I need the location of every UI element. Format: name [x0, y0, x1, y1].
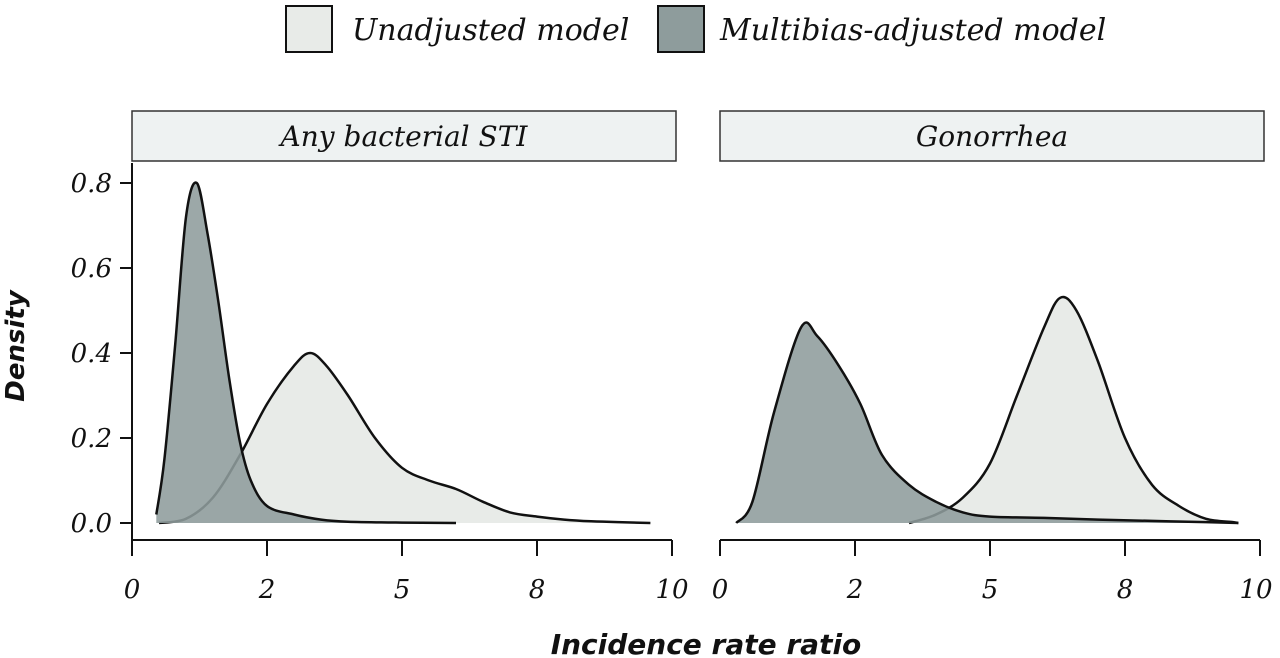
panel-strip-right: Gonorrhea — [719, 110, 1265, 162]
legend-label-adjusted: Multibias-adjusted model — [719, 13, 1106, 48]
density-area-adjusted — [736, 322, 1239, 523]
density-layer-right — [735, 295, 1239, 525]
x-tick-label: 10 — [1239, 575, 1272, 605]
y-axis-title: Density — [1, 289, 31, 402]
density-line-unadjusted — [908, 295, 1239, 525]
x-tick-label: 8 — [529, 575, 546, 605]
panel-strip-right-box — [719, 110, 1265, 162]
x-tick-label: 0 — [712, 575, 729, 605]
density-line-adjusted — [735, 321, 1239, 525]
panel-strip-left-box — [131, 110, 677, 162]
y-tick-label: 0.6 — [71, 254, 112, 284]
y-tick-label: 0.4 — [71, 339, 112, 369]
density-area-adjusted — [156, 182, 457, 523]
legend-swatch-unadjusted — [285, 5, 333, 53]
panel-strip-left: Any bacterial STI — [131, 110, 677, 162]
legend: Unadjusted model Multibias-adjusted mode… — [285, 5, 1106, 53]
y-axis: 0.0 0.2 0.4 0.6 0.8 Density — [1, 163, 133, 540]
y-tick-label: 0.8 — [71, 169, 112, 199]
density-area-unadjusted — [159, 353, 651, 523]
density-line-adjusted — [155, 181, 457, 525]
x-tick-label: 8 — [1117, 575, 1134, 605]
density-area-unadjusted — [909, 296, 1239, 523]
x-tick-label: 2 — [846, 575, 864, 605]
legend-swatch-adjusted — [657, 5, 705, 53]
x-axis-left: 0 2 5 8 10 — [124, 539, 689, 605]
panel-title-left: Any bacterial STI — [278, 120, 529, 153]
x-tick-label: 2 — [258, 575, 276, 605]
panel-title-right: Gonorrhea — [916, 120, 1068, 153]
x-tick-label: 5 — [982, 575, 999, 605]
x-tick-label: 5 — [394, 575, 411, 605]
x-axis-right: 0 2 5 8 10 — [712, 539, 1273, 605]
density-layer-left — [155, 181, 651, 525]
y-tick-label: 0.0 — [71, 509, 112, 539]
y-tick-label: 0.2 — [71, 424, 112, 454]
x-axis-title: Incidence rate ratio — [551, 628, 862, 658]
x-tick-label: 0 — [124, 575, 141, 605]
x-tick-label: 10 — [655, 575, 688, 605]
legend-label-unadjusted: Unadjusted model — [352, 13, 629, 48]
